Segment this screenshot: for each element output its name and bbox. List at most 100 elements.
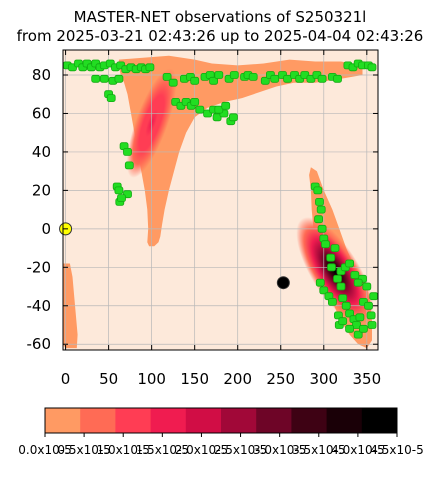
- colorbar-swatch: [291, 408, 328, 433]
- colorbar: 0.0x10-50.5x10-51.0x10-51.5x10-52.0x10-5…: [18, 407, 424, 457]
- observed-field: [362, 282, 372, 291]
- observed-field: [341, 301, 351, 310]
- observed-field: [106, 94, 116, 102]
- observed-field: [345, 324, 355, 333]
- observed-field: [333, 74, 342, 83]
- observed-field: [367, 63, 377, 72]
- y-axis: 80 60 40 20 0 -20 -40 -60: [27, 66, 378, 353]
- observed-field: [321, 240, 330, 249]
- observed-field: [99, 74, 109, 83]
- observed-field: [319, 286, 329, 295]
- plot-frame: [62, 49, 379, 351]
- observed-field: [330, 244, 340, 253]
- y-tick-label: 20: [32, 181, 51, 199]
- moon-marker: [276, 276, 290, 290]
- colorbar-tick-label: 0.0x10-5: [18, 443, 71, 457]
- observed-field: [313, 186, 323, 195]
- x-tick-label: 200: [223, 370, 252, 388]
- x-tick-label: 150: [180, 370, 209, 388]
- y-tick-label: -20: [27, 258, 52, 276]
- observed-field: [316, 205, 326, 214]
- x-tick-label: 250: [266, 370, 295, 388]
- hotspot-southern-core: [296, 217, 374, 326]
- observed-field: [338, 317, 348, 326]
- observed-field: [260, 76, 270, 85]
- grid: [63, 50, 378, 350]
- chart-subtitle: from 2025-03-21 02:43:26 up to 2025-04-0…: [17, 27, 424, 45]
- y-tick-label: 40: [32, 143, 51, 161]
- x-tick-label: 350: [352, 370, 381, 388]
- observed-field: [123, 147, 132, 156]
- observed-field: [228, 113, 238, 122]
- observed-field: [117, 194, 126, 203]
- x-tick-label: 50: [99, 370, 118, 388]
- observed-field: [327, 263, 336, 272]
- colorbar-tick-label: 0.5x10-5: [57, 443, 110, 457]
- x-axis: 0 50 100 150 200 250 300 350: [61, 50, 381, 388]
- chart-title: MASTER-NET observations of S250321l: [74, 8, 367, 26]
- observed-field: [270, 74, 280, 83]
- y-tick-label: -60: [27, 335, 52, 353]
- observed-field: [91, 74, 101, 83]
- y-tick-label: 0: [41, 220, 51, 238]
- observed-field: [315, 278, 325, 287]
- observed-field: [229, 71, 239, 79]
- colorbar-swatches: [45, 408, 398, 433]
- observed-field: [221, 101, 231, 110]
- observed-field: [248, 73, 258, 81]
- observed-field: [315, 197, 324, 206]
- colorbar-frame: [44, 407, 398, 434]
- observed-field: [114, 74, 124, 83]
- observed-field: [195, 105, 205, 114]
- colorbar-tick-label: 4.0x10-5: [331, 443, 384, 457]
- observed-field: [327, 297, 337, 306]
- observed-field: [314, 215, 324, 224]
- colorbar-swatch: [256, 408, 292, 433]
- x-tick-label: 100: [137, 370, 166, 388]
- observed-field: [345, 259, 355, 268]
- colorbar-swatch: [185, 408, 222, 433]
- observed-field: [364, 301, 373, 310]
- observed-field: [190, 98, 200, 106]
- observed-field: [366, 311, 376, 320]
- observed-field: [338, 294, 348, 303]
- x-tick-label: 0: [61, 370, 71, 388]
- observed-field: [369, 292, 378, 301]
- y-tick-label: 80: [32, 66, 51, 84]
- observed-field: [145, 63, 155, 72]
- colorbar-tick-label: 1.5x10-5: [136, 443, 189, 457]
- observed-field: [168, 78, 178, 87]
- observed-fields: [63, 59, 378, 339]
- colorbar-swatch: [361, 408, 398, 433]
- plot-area: [59, 49, 379, 351]
- observed-field: [209, 76, 219, 85]
- observed-field: [367, 321, 377, 329]
- colorbar-labels: 0.0x10-50.5x10-51.0x10-51.5x10-52.0x10-5…: [18, 433, 424, 457]
- observed-field: [124, 161, 134, 170]
- colorbar-swatch: [221, 408, 257, 433]
- observed-field: [214, 105, 224, 114]
- observed-field: [190, 76, 200, 85]
- x-tick-label: 300: [309, 370, 338, 388]
- observed-field: [358, 324, 368, 333]
- observed-field: [162, 73, 172, 81]
- observed-field: [352, 321, 361, 329]
- y-tick-label: 60: [32, 104, 51, 122]
- colorbar-tick-label: 3.5x10-5: [292, 443, 345, 457]
- colorbar-swatch: [115, 408, 152, 433]
- observed-field: [350, 271, 360, 279]
- observed-field: [317, 74, 327, 83]
- observed-field: [326, 253, 336, 262]
- observed-field: [353, 278, 363, 287]
- colorbar-tick-label: 2.5x10-5: [214, 443, 267, 457]
- observed-field: [317, 224, 327, 233]
- observed-field: [333, 274, 342, 283]
- observed-field: [114, 186, 124, 195]
- colorbar-tick-label: 4.5x10-5: [370, 443, 423, 457]
- observed-field: [283, 74, 293, 83]
- colorbar-tick-label: 3.0x10-5: [253, 443, 306, 457]
- observed-field: [336, 282, 346, 291]
- observed-field: [353, 330, 363, 339]
- colorbar-tick-label: 1.0x10-5: [97, 443, 150, 457]
- colorbar-tick-label: 2.0x10-5: [175, 443, 228, 457]
